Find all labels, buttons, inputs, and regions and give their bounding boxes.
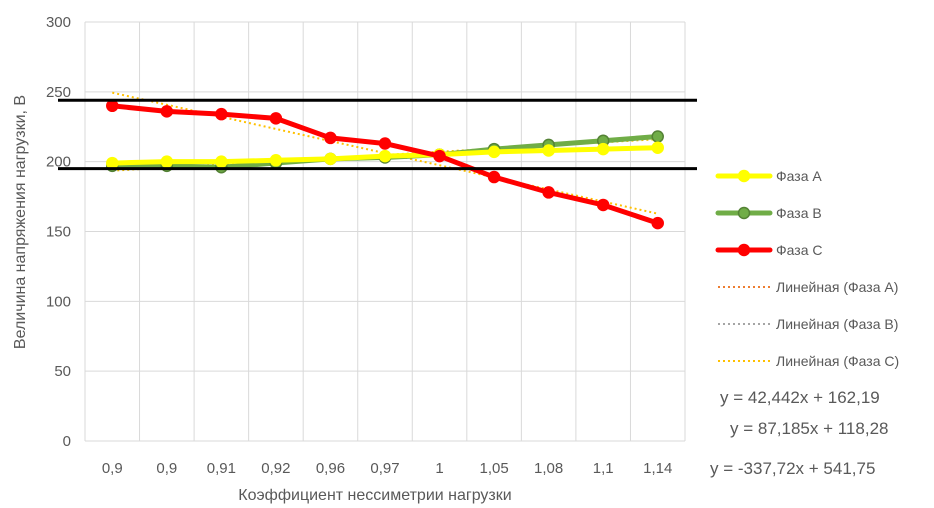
x-tick-labels: 0,9 0,9 0,91 0,92 0,96 0,97 1 1,05 1,08 1,1 1,14	[102, 460, 672, 477]
legend-swatch-marker	[737, 206, 751, 220]
x-tick-label: 0,96	[316, 460, 345, 477]
legend-label: Линейная (Фаза В)	[776, 316, 898, 332]
x-tick-label: 1,05	[479, 460, 508, 477]
data-point	[160, 105, 174, 118]
legend-label: Фаза А	[776, 168, 822, 184]
data-point	[269, 112, 283, 125]
legend: Фаза А Фаза В Фаза С Линейная (Фаза А) Линей…	[715, 168, 899, 369]
legend-swatch-marker	[737, 169, 751, 183]
data-point	[269, 154, 283, 167]
data-point	[106, 156, 119, 170]
x-tick-label: 0,91	[207, 460, 236, 477]
y-tick-label: 50	[54, 363, 71, 380]
data-point	[106, 99, 119, 113]
x-tick-label: 1,14	[643, 460, 672, 477]
y-tick-label: 200	[46, 154, 71, 171]
y-tick-label: 150	[46, 224, 71, 241]
grid	[84, 21, 686, 442]
trendline-equations: y = 42,442x + 162,19 y = 87,185x + 118,2…	[710, 388, 888, 478]
x-tick-label: 1,08	[534, 460, 563, 477]
x-tick-label: 1,1	[593, 460, 614, 477]
legend-label: Линейная (Фаза А)	[776, 279, 898, 295]
y-tick-label: 100	[46, 293, 71, 310]
x-axis-title: Коэффициент нессиметрии нагрузки	[238, 487, 511, 504]
x-tick-label: 0,9	[102, 460, 123, 477]
y-tick-label: 0	[63, 433, 71, 450]
data-point	[378, 137, 392, 150]
legend-label: Фаза С	[776, 242, 822, 258]
trendline	[112, 91, 658, 215]
data-point	[215, 107, 228, 121]
reference-lines	[58, 98, 697, 171]
data-point	[324, 152, 337, 166]
data-point	[596, 198, 610, 212]
y-tick-label: 300	[46, 14, 71, 31]
data-point	[651, 216, 664, 230]
data-point	[215, 155, 228, 168]
data-point	[596, 142, 610, 156]
data-point	[433, 149, 446, 163]
data-point	[487, 145, 501, 159]
data-point	[542, 144, 555, 157]
equation-phase-b: y = 87,185x + 118,28	[730, 419, 888, 438]
data-point	[487, 170, 501, 184]
y-tick-labels: 0 50 100 150 200 250 300	[46, 14, 71, 450]
data-point	[324, 131, 337, 145]
x-tick-label: 1	[435, 460, 443, 477]
equation-phase-c: y = -337,72x + 541,75	[710, 459, 875, 478]
data-point	[651, 130, 664, 143]
x-tick-label: 0,92	[261, 460, 290, 477]
y-axis-title: Величина напряжения нагрузки, В	[12, 95, 29, 349]
data-point	[651, 141, 664, 154]
legend-label: Фаза В	[776, 205, 822, 221]
data-point	[160, 155, 174, 168]
x-tick-label: 0,9	[156, 460, 177, 477]
data-point	[542, 186, 555, 199]
x-tick-label: 0,97	[370, 460, 399, 477]
data-point	[378, 149, 392, 163]
legend-swatch-marker	[737, 243, 751, 257]
equation-phase-a: y = 42,442x + 162,19	[720, 388, 880, 407]
legend-label: Линейная (Фаза С)	[776, 353, 899, 369]
y-tick-label: 250	[46, 84, 71, 101]
series-group	[106, 99, 664, 230]
